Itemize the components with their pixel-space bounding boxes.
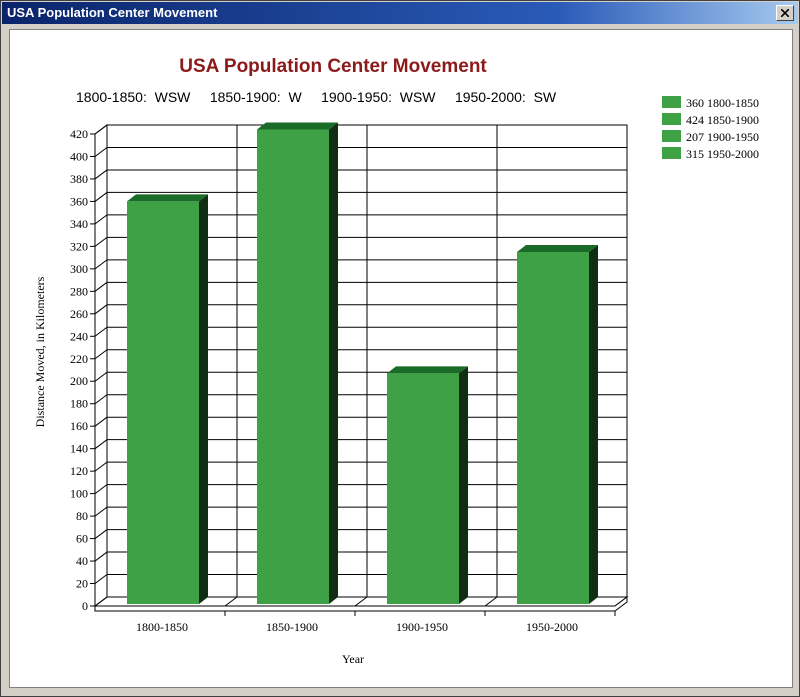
y-grid-diagonal: [94, 259, 108, 270]
y-grid-diagonal: [94, 394, 108, 405]
y-grid-diagonal: [94, 439, 108, 450]
y-grid-diagonal: [94, 169, 108, 180]
y-grid-diagonal: [94, 326, 108, 337]
y-tick-label: 360: [70, 194, 88, 208]
x-tick-label: 1950-2000: [526, 620, 578, 634]
bar: [127, 201, 199, 604]
y-grid-diagonal: [94, 574, 108, 584]
y-grid-diagonal: [94, 281, 108, 292]
close-button[interactable]: [776, 5, 794, 21]
x-tick-label: 1800-1850: [136, 620, 188, 634]
y-tick-label: 420: [70, 127, 88, 141]
bar-top: [517, 245, 598, 252]
y-tick-label: 380: [70, 172, 88, 186]
bar: [387, 373, 459, 604]
y-tick-label: 220: [70, 352, 88, 366]
y-grid-diagonal: [94, 506, 108, 517]
y-grid-diagonal: [94, 304, 108, 315]
y-axis-label: Distance Moved, in Kilometers: [33, 276, 47, 427]
y-tick-label: 80: [76, 509, 88, 523]
y-tick-label: 180: [70, 397, 88, 411]
legend-swatch: [662, 147, 681, 159]
y-tick-label: 120: [70, 464, 88, 478]
close-icon: [781, 9, 789, 17]
bar: [257, 129, 329, 604]
y-tick-label: 40: [76, 554, 88, 568]
y-grid-diagonal: [94, 484, 108, 495]
y-tick-label: 320: [70, 239, 88, 253]
bar-top: [387, 366, 468, 374]
bar-side: [199, 194, 208, 604]
legend-entry: 315 1950-2000: [686, 147, 759, 161]
legend-swatch: [662, 96, 681, 108]
y-tick-label: 20: [76, 577, 88, 591]
y-grid-diagonal: [94, 214, 108, 225]
y-grid-diagonal: [94, 192, 108, 202]
x-axis-label: Year: [342, 652, 364, 666]
x-grid-diagonal: [224, 596, 238, 607]
legend-entry: 360 1800-1850: [686, 96, 759, 110]
y-tick-label: 200: [70, 374, 88, 388]
y-tick-label: 300: [70, 262, 88, 276]
x-tick-label: 1850-1900: [266, 620, 318, 634]
bar-side: [459, 366, 468, 604]
y-grid-diagonal: [94, 551, 108, 562]
bar-top: [127, 194, 208, 202]
chart-title: USA Population Center Movement: [179, 56, 487, 77]
y-grid-diagonal: [94, 147, 108, 157]
chart-subtitle: 1800-1850: WSW 1850-1900: W 1900-1950: W…: [76, 89, 557, 105]
legend-entry: 424 1850-1900: [686, 113, 759, 127]
bar-top: [257, 122, 338, 130]
y-tick-label: 400: [70, 149, 88, 163]
bar-side: [329, 122, 338, 604]
x-grid-diagonal: [354, 596, 368, 607]
y-tick-label: 140: [70, 442, 88, 456]
y-grid-diagonal: [94, 236, 108, 247]
y-grid-diagonal: [94, 529, 108, 539]
y-tick-label: 340: [70, 217, 88, 231]
bar: [517, 252, 589, 604]
x-grid-diagonal: [484, 596, 498, 607]
window-title: USA Population Center Movement: [7, 5, 218, 20]
y-tick-label: 260: [70, 307, 88, 321]
bar-chart: USA Population Center Movement 1800-1850…: [33, 56, 759, 666]
x-tick-label: 1900-1950: [396, 620, 448, 634]
legend-swatch: [662, 113, 681, 125]
y-grid-diagonal: [94, 596, 108, 607]
y-grid-diagonal: [94, 349, 108, 360]
legend-swatch: [662, 130, 681, 142]
bar-side: [589, 245, 598, 604]
y-grid-diagonal: [94, 416, 108, 427]
y-tick-label: 100: [70, 487, 88, 501]
x-axis-base: [94, 596, 628, 612]
y-grid-diagonal: [94, 461, 108, 472]
y-grid-diagonal: [94, 371, 108, 382]
y-tick-label: 0: [82, 599, 88, 613]
y-tick-label: 60: [76, 532, 88, 546]
y-tick-label: 240: [70, 329, 88, 343]
legend-entry: 207 1900-1950: [686, 130, 759, 144]
y-tick-label: 160: [70, 419, 88, 433]
y-tick-label: 280: [70, 284, 88, 298]
chart-panel: USA Population Center Movement 1800-1850…: [9, 29, 793, 688]
title-bar[interactable]: USA Population Center Movement: [2, 2, 798, 24]
y-grid-diagonal: [94, 124, 108, 135]
